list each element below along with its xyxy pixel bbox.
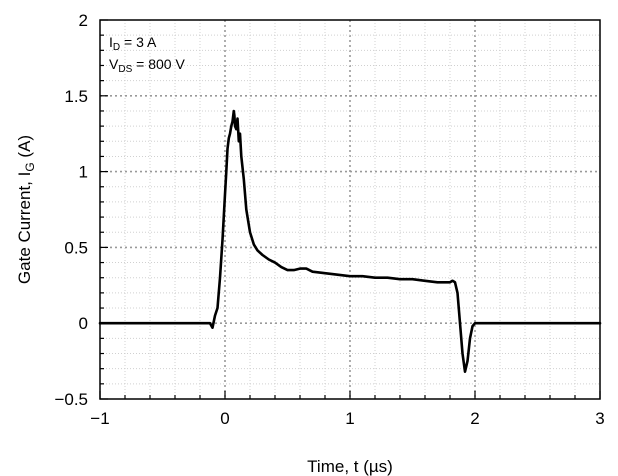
y-tick-label: −0.5	[54, 390, 88, 409]
x-tick-label: 0	[220, 409, 229, 428]
annotation-drain-source-voltage: VDS = 800 V	[109, 56, 185, 75]
y-tick-label: 1	[79, 163, 88, 182]
y-tick-label: 0	[79, 314, 88, 333]
gate-current-line	[98, 109, 602, 374]
grid-lines	[100, 20, 600, 399]
x-tick-label: −1	[90, 409, 109, 428]
y-tick-label: 1.5	[64, 87, 88, 106]
series-group	[98, 109, 602, 374]
y-tick-label: 0.5	[64, 238, 88, 257]
x-tick-label: 3	[595, 409, 604, 428]
y-tick-label: 2	[79, 11, 88, 30]
annotation-drain-current: ID = 3 A	[109, 34, 157, 53]
x-tick-label: 1	[345, 409, 354, 428]
tick-labels: −1 0 1 2 3 −0.5 0 0.5 1 1.5 2	[54, 11, 604, 428]
x-tick-label: 2	[470, 409, 479, 428]
x-axis-label: Time, t (µs)	[307, 457, 393, 476]
plot-frame	[99, 19, 601, 400]
y-axis-label: Gate Current, IG (A)	[15, 135, 37, 284]
